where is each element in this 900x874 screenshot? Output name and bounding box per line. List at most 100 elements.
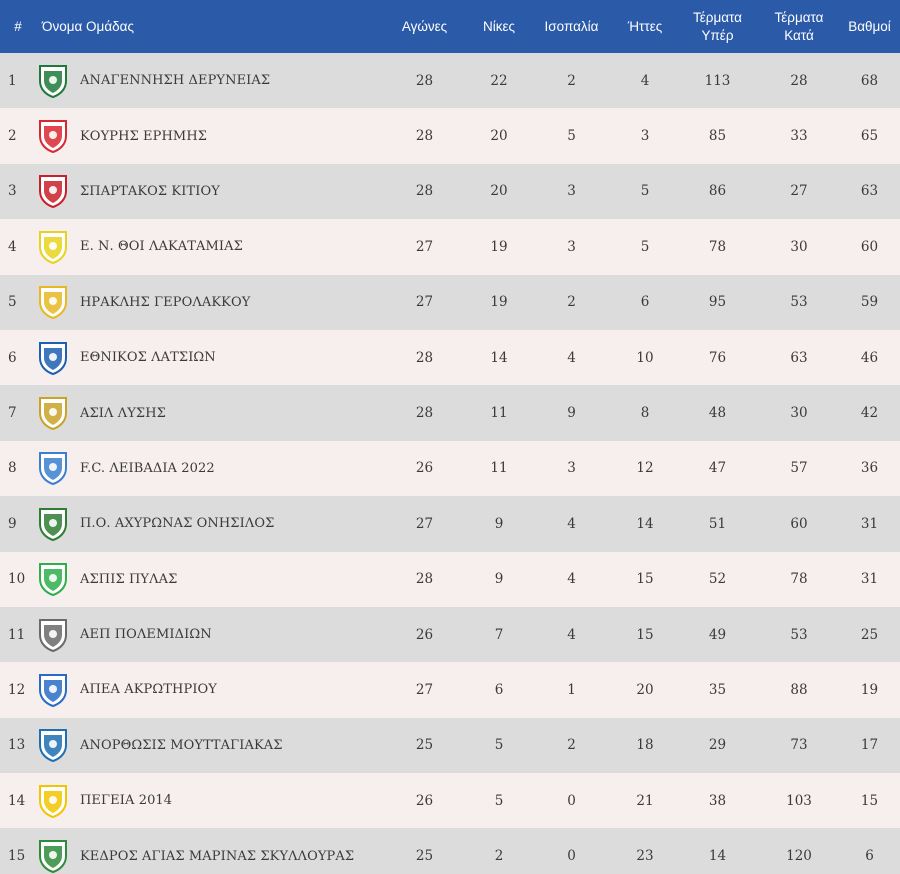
team-name[interactable]: ΚΟΥΡΗΣ ΕΡΗΜΗΣ: [80, 128, 208, 144]
table-row[interactable]: 3 ΣΠΑΡΤΑΚΟΣ ΚΙΤΙΟΥ 28 20 3 5 86 27 63: [0, 163, 900, 220]
aep-crest-icon: [36, 617, 70, 653]
goals-for-cell: 35: [708, 681, 727, 698]
header-team-name[interactable]: Όνομα Ομάδας: [42, 18, 134, 34]
losses-cell: 12: [636, 460, 654, 477]
losses-cell: 15: [636, 626, 654, 643]
header-points[interactable]: Βαθμοί: [848, 18, 891, 34]
draws-cell: 4: [567, 515, 576, 532]
losses-cell: 15: [636, 571, 654, 588]
played-cell: 28: [415, 349, 434, 366]
header-wins[interactable]: Νίκες: [482, 18, 516, 34]
team-cell: F.C. ΛΕΙΒΑΔΙΑ 2022: [36, 441, 380, 496]
table-row[interactable]: 2 ΚΟΥΡΗΣ ΕΡΗΜΗΣ 28 20 5 3 85 33 65: [0, 108, 900, 164]
team-name[interactable]: F.C. ΛΕΙΒΑΔΙΑ 2022: [80, 460, 215, 476]
header-played[interactable]: Αγώνες: [401, 18, 448, 34]
draws-cell: 1: [567, 681, 576, 698]
draws-cell: 0: [567, 848, 576, 865]
header-goals-against[interactable]: Τέρματα Κατά: [774, 9, 824, 43]
team-cell: ΑΝΟΡΘΩΣΙΣ ΜΟΥΤΤΑΓΙΑΚΑΣ: [36, 718, 380, 773]
table-row[interactable]: 12 ΑΠΕΑ ΑΚΡΩΤΗΡΙΟΥ 27 6 1 20 35 88 19: [0, 662, 900, 718]
table-row[interactable]: 11 ΑΕΠ ΠΟΛΕΜΙΔΙΩΝ 26 7 4 15 49 53 25: [0, 606, 900, 663]
team-name[interactable]: ΠΕΓΕΙΑ 2014: [80, 793, 173, 809]
position-cell: 15: [8, 848, 26, 865]
table-row[interactable]: 10 ΑΣΠΙΣ ΠΥΛΑΣ 28 9 4 15 52 78 31: [0, 551, 900, 607]
team-name[interactable]: ΣΠΑΡΤΑΚΟΣ ΚΙΤΙΟΥ: [80, 183, 220, 199]
team-name[interactable]: ΑΣΠΙΣ ΠΥΛΑΣ: [80, 571, 178, 587]
pegeia-crest-icon: [36, 783, 70, 819]
played-cell: 28: [415, 72, 434, 89]
leivadia-crest-icon: [36, 450, 70, 486]
team-cell: ΑΠΕΑ ΑΚΡΩΤΗΡΙΟΥ: [36, 662, 380, 717]
achyronas-crest-icon: [36, 506, 70, 542]
table-row[interactable]: 8 F.C. ΛΕΙΒΑΔΙΑ 2022 26 11 3 12 47 57 36: [0, 440, 900, 497]
header-position[interactable]: #: [14, 18, 22, 34]
played-cell: 27: [415, 238, 434, 255]
team-cell: ΣΠΑΡΤΑΚΟΣ ΚΙΤΙΟΥ: [36, 164, 380, 219]
team-name[interactable]: ΑΕΠ ΠΟΛΕΜΙΔΙΩΝ: [80, 627, 212, 643]
draws-cell: 5: [567, 128, 576, 145]
team-name[interactable]: ΑΝΟΡΘΩΣΙΣ ΜΟΥΤΤΑΓΙΑΚΑΣ: [80, 737, 283, 753]
played-cell: 28: [415, 183, 434, 200]
position-cell: 10: [8, 571, 26, 588]
team-cell: ΑΣΠΙΣ ΠΥΛΑΣ: [36, 552, 380, 607]
draws-cell: 4: [567, 626, 576, 643]
goals-against-cell: 53: [790, 626, 808, 643]
team-name[interactable]: ΑΝΑΓΕΝΝΗΣΗ ΔΕΡΥΝΕΙΑΣ: [80, 73, 271, 89]
goals-for-cell: 38: [708, 792, 727, 809]
position-cell: 14: [8, 792, 26, 809]
thoi-crest-icon: [36, 229, 70, 265]
table-row[interactable]: 7 ΑΣΙΛ ΛΥΣΗΣ 28 11 9 8 48 30 42: [0, 385, 900, 441]
goals-against-cell: 30: [790, 238, 808, 255]
table-row[interactable]: 14 ΠΕΓΕΙΑ 2014 26 5 0 21 38 103 15: [0, 773, 900, 829]
losses-cell: 23: [636, 848, 654, 865]
position-cell: 3: [8, 183, 17, 200]
table-row[interactable]: 5 ΗΡΑΚΛΗΣ ΓΕΡΟΛΑΚΚΟΥ 27 19 2 6 95 53 59: [0, 274, 900, 330]
draws-cell: 2: [567, 72, 576, 89]
team-name[interactable]: ΑΣΙΛ ΛΥΣΗΣ: [80, 405, 166, 421]
wins-cell: 22: [490, 72, 508, 89]
losses-cell: 6: [640, 294, 650, 311]
header-goals-for[interactable]: Τέρματα Υπέρ: [693, 9, 742, 43]
apea-crest-icon: [36, 672, 70, 708]
table-row[interactable]: 6 ΕΘΝΙΚΟΣ ΛΑΤΣΙΩΝ 28 14 4 10 76 63 46: [0, 329, 900, 386]
points-cell: 42: [860, 405, 879, 422]
goals-against-cell: 103: [786, 792, 812, 809]
losses-cell: 3: [640, 128, 650, 145]
played-cell: 26: [415, 792, 434, 809]
played-cell: 28: [415, 405, 434, 422]
points-cell: 63: [860, 183, 879, 200]
team-cell: ΚΟΥΡΗΣ ΕΡΗΜΗΣ: [36, 108, 380, 163]
table-row[interactable]: 13 ΑΝΟΡΘΩΣΙΣ ΜΟΥΤΤΑΓΙΑΚΑΣ 25 5 2 18 29 73 17: [0, 717, 900, 774]
wins-cell: 7: [494, 626, 504, 643]
table-row[interactable]: 1 ΑΝΑΓΕΝΝΗΣΗ ΔΕΡΥΝΕΙΑΣ 28 22 2 4 113 28 68: [0, 53, 900, 109]
team-cell: ΑΕΠ ΠΟΛΕΜΙΔΙΩΝ: [36, 607, 380, 662]
header-draws[interactable]: Ισοπαλία: [544, 18, 599, 34]
team-name[interactable]: ΗΡΑΚΛΗΣ ΓΕΡΟΛΑΚΚΟΥ: [80, 294, 251, 310]
table-row[interactable]: 9 Π.Ο. ΑΧΥΡΩΝΑΣ ΟΝΗΣΙΛΟΣ 27 9 4 14 51 60 31: [0, 496, 900, 552]
team-name[interactable]: Π.Ο. ΑΧΥΡΩΝΑΣ ΟΝΗΣΙΛΟΣ: [80, 516, 275, 532]
losses-cell: 5: [640, 183, 650, 200]
points-cell: 25: [860, 626, 879, 643]
wins-cell: 11: [490, 405, 508, 422]
team-name[interactable]: ΑΠΕΑ ΑΚΡΩΤΗΡΙΟΥ: [80, 682, 217, 698]
points-cell: 31: [860, 571, 879, 588]
team-name[interactable]: ΚΕΔΡΟΣ ΑΓΙΑΣ ΜΑΡΙΝΑΣ ΣΚΥΛΛΟΥΡΑΣ: [80, 848, 355, 864]
header-losses[interactable]: Ήττες: [627, 18, 663, 34]
team-name[interactable]: Ε. Ν. ΘΟΙ ΛΑΚΑΤΑΜΙΑΣ: [80, 239, 243, 255]
goals-against-cell: 53: [790, 294, 808, 311]
kedros-crest-icon: [36, 838, 70, 874]
goals-for-cell: 48: [708, 405, 727, 422]
position-cell: 2: [8, 128, 17, 145]
team-cell: ΚΕΔΡΟΣ ΑΓΙΑΣ ΜΑΡΙΝΑΣ ΣΚΥΛΛΟΥΡΑΣ: [36, 828, 380, 874]
position-cell: 6: [8, 349, 17, 366]
team-name[interactable]: ΕΘΝΙΚΟΣ ΛΑΤΣΙΩΝ: [80, 350, 216, 366]
position-cell: 11: [8, 626, 26, 643]
draws-cell: 3: [567, 460, 576, 477]
points-cell: 31: [860, 515, 879, 532]
table-row[interactable]: 15 ΚΕΔΡΟΣ ΑΓΙΑΣ ΜΑΡΙΝΑΣ ΣΚΥΛΛΟΥΡΑΣ 25 2 0 23 1…: [0, 828, 900, 874]
team-cell: ΕΘΝΙΚΟΣ ΛΑΤΣΙΩΝ: [36, 330, 380, 385]
draws-cell: 2: [567, 737, 576, 754]
table-row[interactable]: 4 Ε. Ν. ΘΟΙ ΛΑΚΑΤΑΜΙΑΣ 27 19 3 5 78 30 60: [0, 219, 900, 275]
goals-against-cell: 30: [790, 405, 808, 422]
